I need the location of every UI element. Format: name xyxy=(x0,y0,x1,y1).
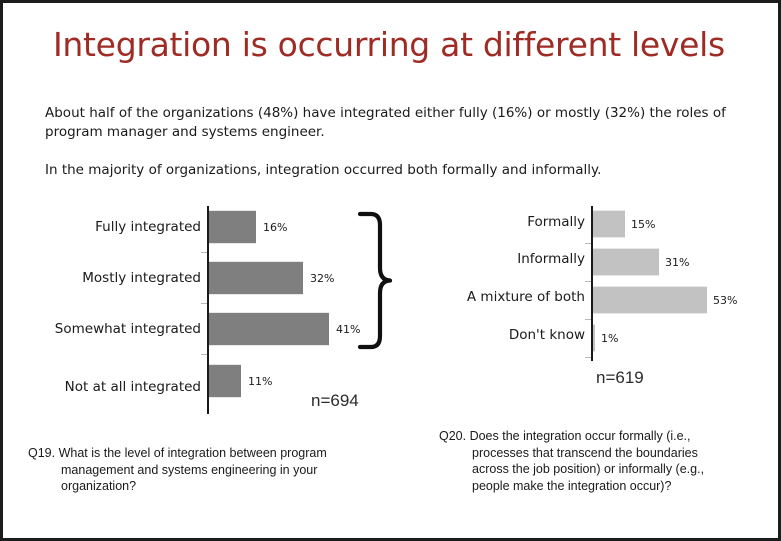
left-chart-bar xyxy=(209,261,303,295)
right-chart-category-label: Formally xyxy=(527,214,585,230)
left-chart-value-label: 11% xyxy=(248,375,273,388)
right-chart-sample-size: n=619 xyxy=(596,368,644,387)
left-chart-tick xyxy=(201,252,207,253)
left-chart-category-label: Somewhat integrated xyxy=(54,321,201,337)
right-chart-category-label: A mixture of both xyxy=(466,289,585,305)
integration-level-bar-chart: Fully integrated Mostly integrated Somew… xyxy=(3,3,403,423)
left-chart-tick xyxy=(201,354,207,355)
left-chart-bar xyxy=(209,364,241,398)
right-chart-value-label: 31% xyxy=(665,256,690,269)
left-chart-category-label: Not at all integrated xyxy=(64,379,201,395)
footnote-q19: Q19. What is the level of integration be… xyxy=(28,445,378,495)
left-chart-category-label: Mostly integrated xyxy=(82,270,201,286)
left-chart-tick xyxy=(201,303,207,304)
grouping-brace-icon xyxy=(355,208,395,353)
right-chart-value-label: 15% xyxy=(631,218,656,231)
right-chart-tick xyxy=(585,243,591,244)
left-chart-bar xyxy=(209,312,329,346)
footnote-q20-text: Q20. Does the integration occur formally… xyxy=(439,429,705,493)
right-chart-value-label: 53% xyxy=(713,294,738,307)
left-chart-value-label: 32% xyxy=(310,272,335,285)
left-chart-value-label: 16% xyxy=(263,221,288,234)
left-chart-category-label: Fully integrated xyxy=(95,219,201,235)
integration-mode-bar-chart: Formally Informally A mixture of both Do… xyxy=(433,3,778,403)
right-chart-tick xyxy=(585,319,591,320)
right-chart-bar xyxy=(593,324,595,352)
left-chart-bar xyxy=(209,210,256,244)
summary-paragraph-1: About half of the organizations (48%) ha… xyxy=(45,105,726,140)
footnote-q20: Q20. Does the integration occur formally… xyxy=(439,428,729,494)
right-chart-value-label: 1% xyxy=(601,332,619,345)
footnote-q19-text: Q19. What is the level of integration be… xyxy=(28,446,327,493)
summary-paragraph-2: In the majority of organizations, integr… xyxy=(45,162,602,178)
right-chart-category-label: Don't know xyxy=(508,327,585,343)
right-chart-bar xyxy=(593,286,707,314)
left-chart-value-label: 41% xyxy=(336,323,361,336)
left-chart-value-axis xyxy=(207,206,209,414)
right-chart-tick xyxy=(585,281,591,282)
left-chart-sample-size: n=694 xyxy=(311,391,359,410)
right-chart-value-axis xyxy=(591,206,593,361)
right-chart-bar xyxy=(593,210,625,238)
right-chart-tick xyxy=(585,357,591,358)
page-title: Integration is occurring at different le… xyxy=(53,25,725,64)
right-chart-category-label: Informally xyxy=(517,251,585,267)
right-chart-bar xyxy=(593,248,659,276)
